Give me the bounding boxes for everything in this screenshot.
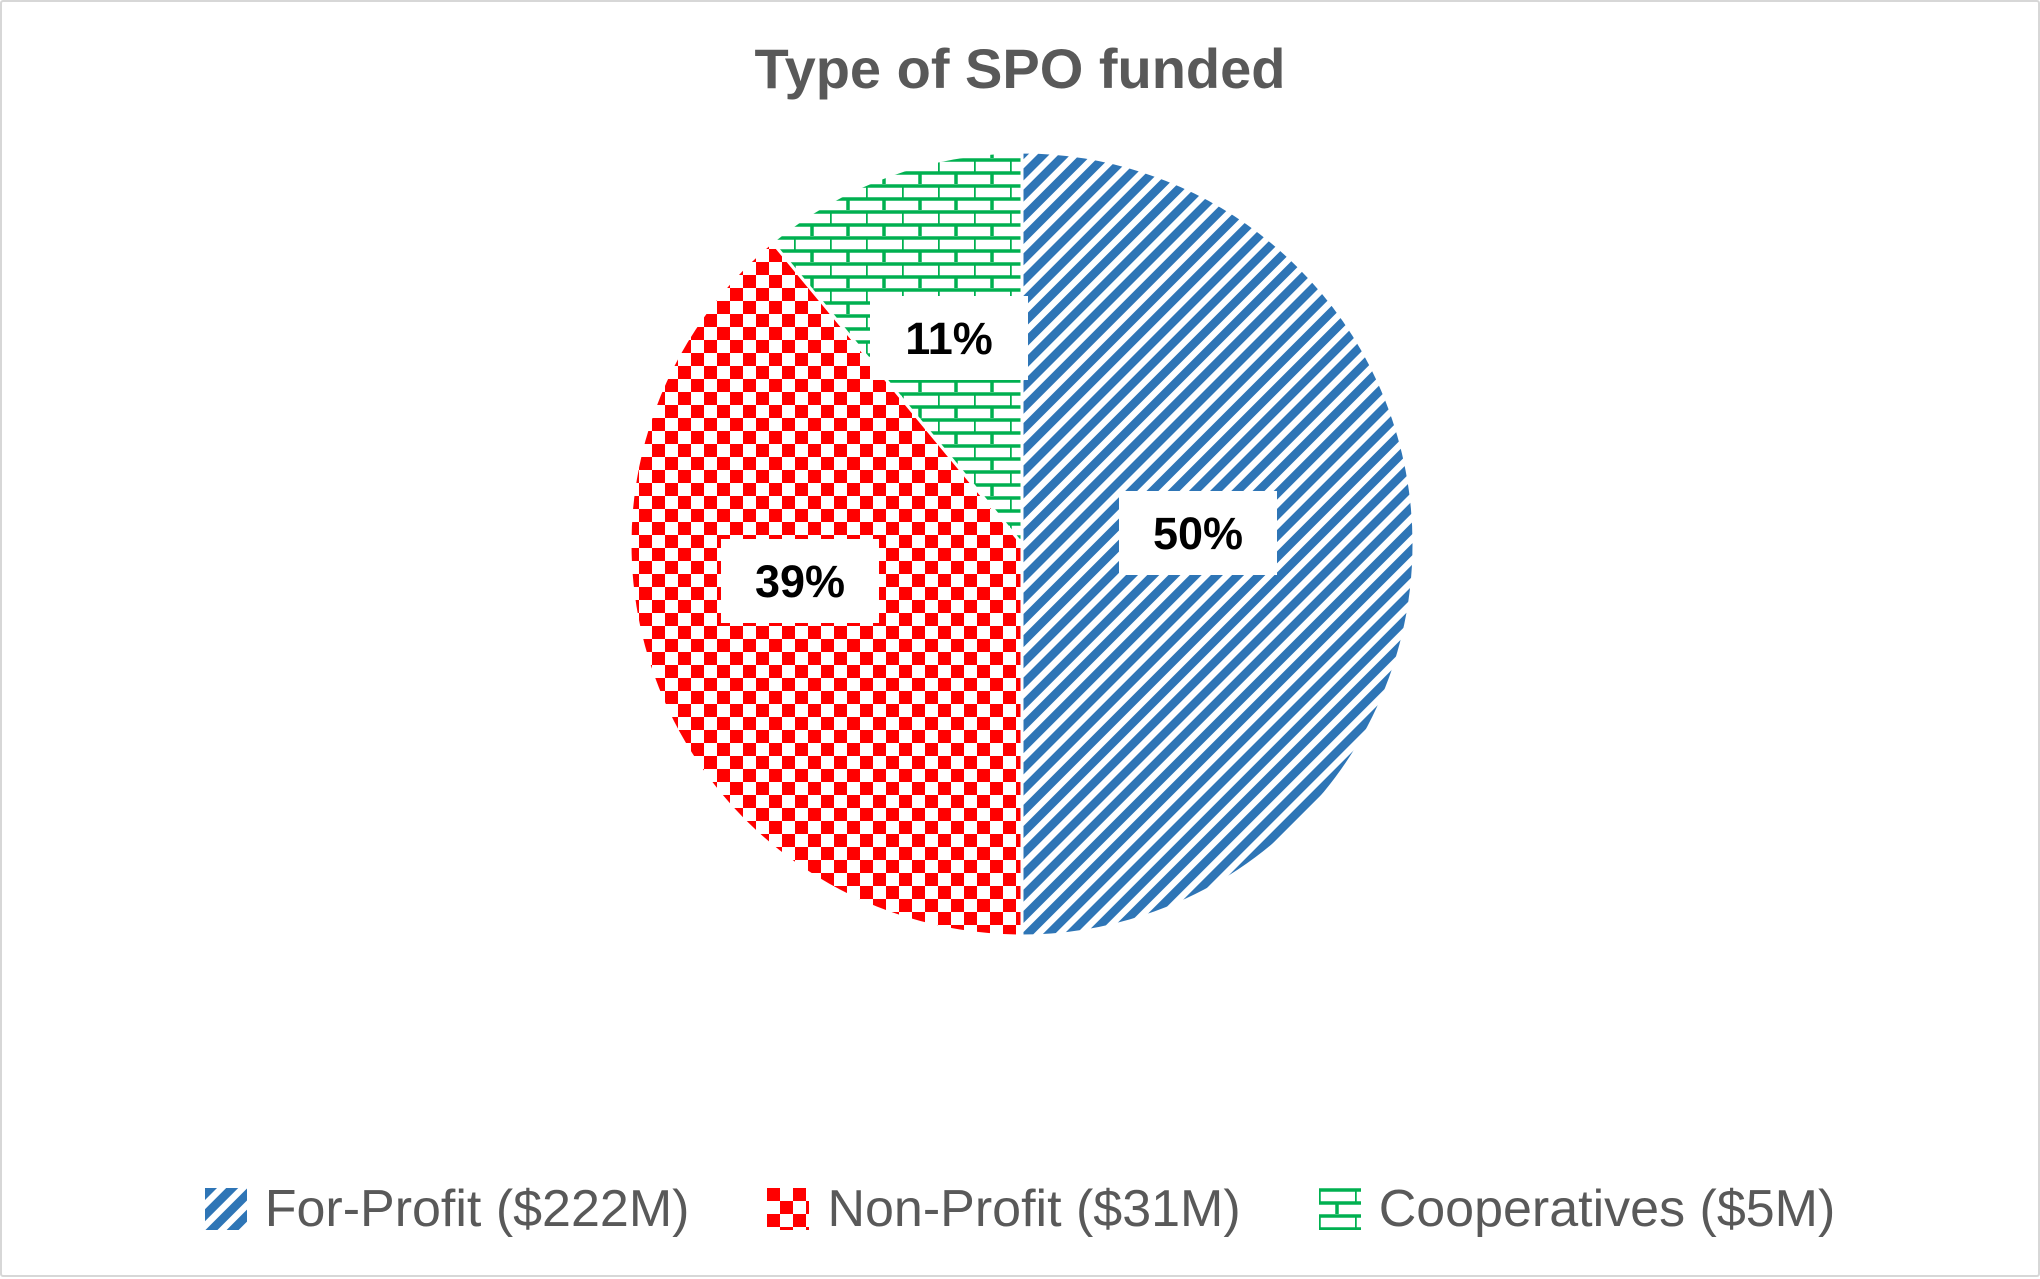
- for-profit-pattern-swatch-icon: [204, 1188, 247, 1230]
- data-label-for-profit: 50%: [1119, 491, 1277, 575]
- svg-text:39%: 39%: [755, 556, 845, 607]
- data-label-cooperatives: 11%: [870, 296, 1028, 380]
- legend-label-for-profit: For-Profit ($222M): [264, 1180, 690, 1238]
- legend-label-non-profit: Non-Profit ($31M): [827, 1180, 1241, 1238]
- legend-item-non-profit[interactable]: Non-Profit ($31M): [767, 1180, 1241, 1238]
- non-profit-pattern-swatch-icon: [767, 1188, 810, 1230]
- chart-title: Type of SPO funded: [754, 37, 1286, 100]
- legend-item-cooperatives[interactable]: Cooperatives ($5M): [1318, 1180, 1836, 1238]
- svg-text:50%: 50%: [1153, 508, 1243, 559]
- data-label-non-profit: 39%: [721, 539, 879, 623]
- legend: For-Profit ($222M) Non-Profit ($31M) Coo…: [2, 1183, 2038, 1235]
- cooperatives-pattern-swatch-icon: [1318, 1188, 1361, 1230]
- legend-label-cooperatives: Cooperatives ($5M): [1378, 1180, 1836, 1238]
- legend-item-for-profit[interactable]: For-Profit ($222M): [204, 1180, 690, 1238]
- svg-text:11%: 11%: [905, 313, 993, 364]
